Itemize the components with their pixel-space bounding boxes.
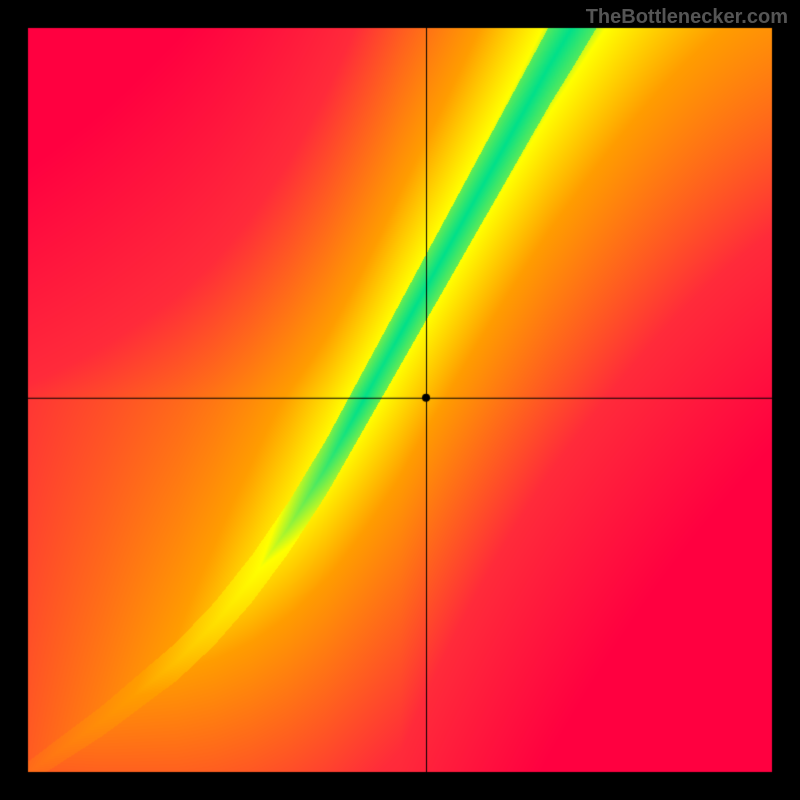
- heatmap-canvas: [0, 0, 800, 800]
- chart-container: TheBottlenecker.com: [0, 0, 800, 800]
- watermark-text: TheBottlenecker.com: [586, 6, 788, 29]
